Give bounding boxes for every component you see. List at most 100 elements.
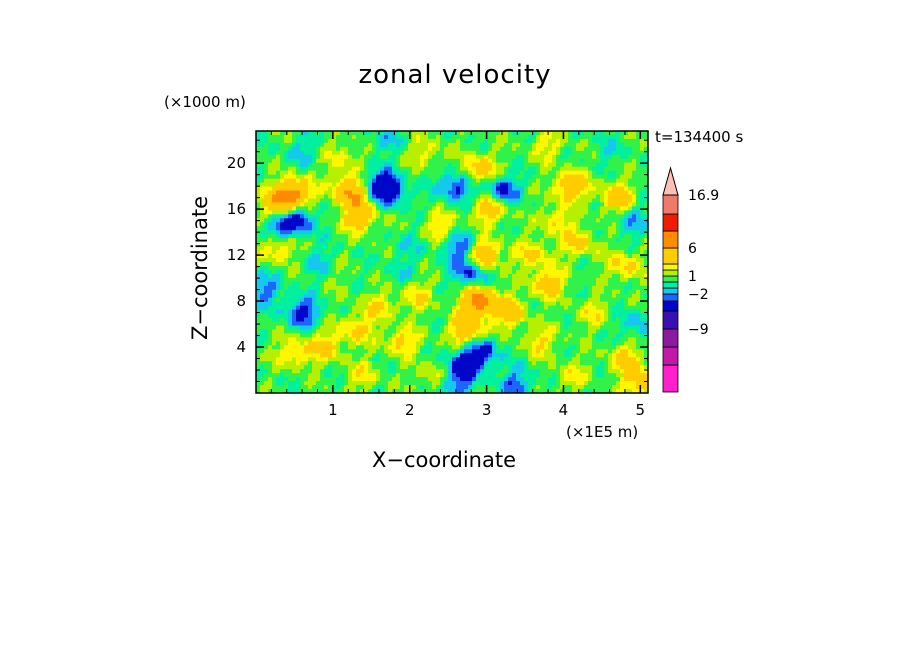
contour-cell [560,214,565,219]
contour-cell [588,142,593,148]
contour-cell [280,246,285,251]
contour-cell [504,158,509,164]
contour-cell [572,138,577,144]
contour-cell [368,202,373,208]
contour-cell [412,325,417,331]
contour-cell [308,210,313,215]
contour-cell [360,289,365,295]
contour-cell [336,246,341,251]
contour-cell [544,273,549,279]
contour-cell [292,242,297,247]
contour-cell [420,150,425,156]
contour-cell [452,182,457,188]
contour-cell [288,210,293,215]
contour-cell [508,281,513,287]
contour-cell [504,234,509,239]
contour-cell [480,202,485,208]
contour-cell [336,317,341,323]
contour-cell [592,297,597,303]
contour-cell [524,269,529,275]
contour-cell [324,234,329,239]
contour-cell [604,246,609,251]
contour-cell [452,309,457,315]
contour-cell [612,146,617,152]
contour-cell [400,281,405,287]
contour-cell [536,277,541,283]
contour-cell [448,162,453,168]
contour-cell [296,305,301,311]
contour-cell [556,301,561,307]
contour-cell [324,262,329,267]
contour-cell [560,142,565,148]
contour-cell [540,301,545,307]
contour-cell [592,170,597,176]
contour-cell [532,198,537,204]
contour-cell [388,190,393,196]
contour-cell [404,194,409,200]
contour-cell [544,198,549,204]
contour-cell [424,142,429,148]
contour-cell [536,174,541,180]
contour-cell [620,297,625,303]
contour-cell [492,321,497,327]
contour-cell [372,222,377,227]
contour-cell [568,246,573,251]
contour-cell [372,134,377,140]
contour-cell [364,289,369,295]
contour-cell [472,214,477,219]
contour-cell [468,154,473,160]
contour-cell [548,277,553,283]
contour-cell [488,206,493,211]
contour-cell [628,317,633,323]
contour-cell [460,293,465,299]
contour-cell [588,281,593,287]
contour-cell [628,178,633,184]
contour-cell [320,317,325,323]
contour-cell [624,293,629,299]
contour-cell [400,325,405,331]
contour-cell [612,297,617,303]
contour-cell [548,154,553,160]
contour-cell [568,277,573,283]
contour-cell [400,246,405,251]
contour-cell [260,210,265,215]
contour-cell [608,258,613,263]
contour-cell [308,162,313,168]
contour-cell [284,194,289,200]
contour-cell [632,198,637,204]
contour-cell [564,174,569,180]
contour-cell [584,138,589,144]
contour-cell [452,277,457,283]
contour-cell [304,166,309,172]
contour-cell [324,329,329,335]
contour-cell [412,134,417,140]
contour-cell [468,277,473,283]
contour-cell [640,226,645,231]
contour-cell [344,158,349,164]
contour-cell [532,222,537,227]
contour-cell [364,281,369,287]
contour-cell [336,321,341,327]
contour-cell [264,150,269,156]
contour-cell [400,305,405,311]
contour-cell [264,329,269,335]
contour-cell [460,170,465,176]
contour-cell [420,242,425,247]
contour-cell [400,174,405,180]
contour-cell [464,134,469,140]
contour-cell [536,154,541,160]
contour-cell [400,277,405,283]
contour-cell [316,150,321,156]
contour-cell [256,166,261,172]
contour-cell [560,186,565,192]
contour-cell [360,186,365,192]
contour-cell [256,142,261,148]
contour-cell [392,190,397,196]
contour-cell [552,297,557,303]
contour-cell [284,250,289,255]
contour-cell [392,226,397,231]
contour-cell [452,138,457,144]
contour-cell [480,321,485,327]
contour-cell [616,142,621,148]
contour-cell [540,146,545,152]
